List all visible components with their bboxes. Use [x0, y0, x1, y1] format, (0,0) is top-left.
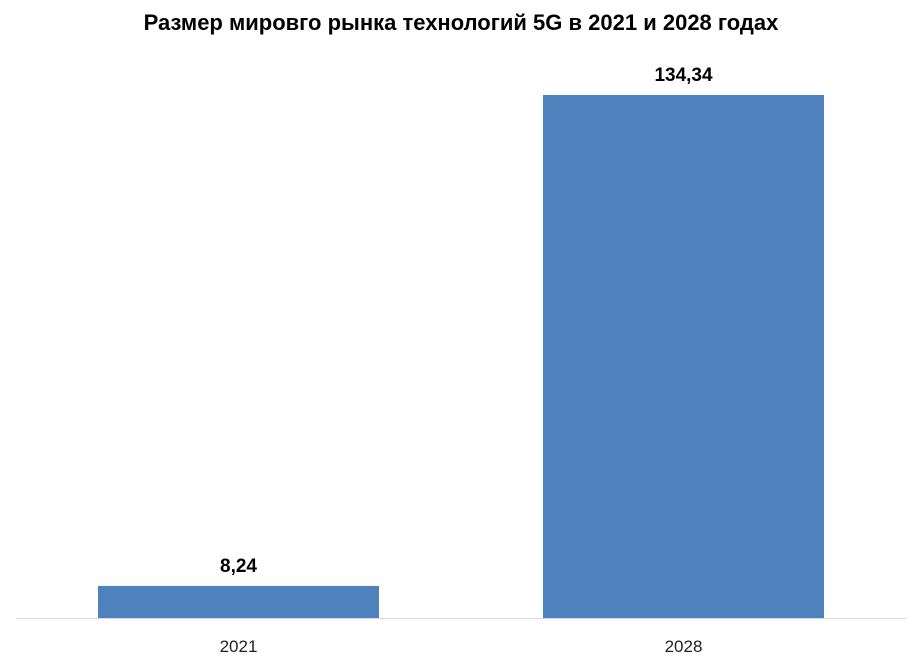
- data-label-2021: 8,24: [220, 556, 257, 577]
- bar-2028: [543, 95, 824, 618]
- x-tick-label-2028: 2028: [665, 637, 703, 656]
- data-label-2028: 134,34: [654, 65, 713, 86]
- plot-area: 8,24 2021 134,34 2028: [16, 65, 906, 656]
- chart-title: Размер мировго рынка технологий 5G в 202…: [144, 10, 779, 35]
- bar-2021: [98, 585, 379, 618]
- x-tick-label-2021: 2021: [220, 637, 258, 656]
